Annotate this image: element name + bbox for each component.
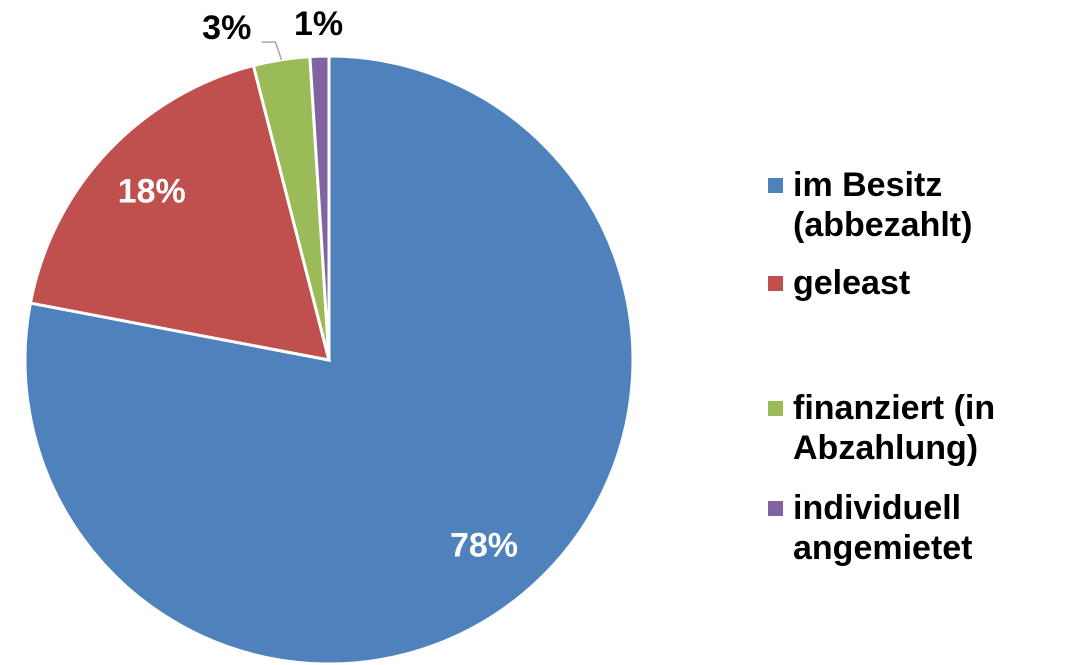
data-label: 3% bbox=[202, 9, 251, 47]
legend-swatch bbox=[768, 501, 783, 516]
legend-swatch bbox=[768, 401, 783, 416]
legend-item: geleast bbox=[768, 263, 1028, 303]
data-label: 18% bbox=[118, 173, 186, 211]
legend-label: im Besitz (abbezahlt) bbox=[793, 166, 973, 244]
leader-line bbox=[261, 41, 283, 60]
pie-slice bbox=[28, 63, 332, 362]
data-label: 78% bbox=[450, 526, 518, 564]
legend-item: im Besitz (abbezahlt) bbox=[768, 165, 1028, 245]
legend-swatch bbox=[768, 276, 783, 291]
legend-swatch bbox=[768, 178, 783, 193]
legend-item: individuell angemietet bbox=[768, 488, 1028, 568]
legend-label: finanziert (in Abzahlung) bbox=[793, 389, 996, 467]
data-label: 1% bbox=[294, 5, 343, 43]
legend-label: geleast bbox=[793, 264, 911, 302]
pie-slice bbox=[308, 54, 331, 361]
legend-label: individuell angemietet bbox=[793, 489, 973, 567]
legend-item: finanziert (in Abzahlung) bbox=[768, 388, 1028, 468]
